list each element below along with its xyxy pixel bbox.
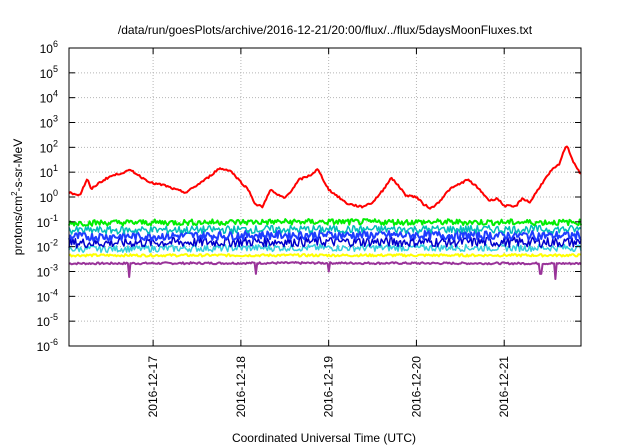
x-tick-label: 2016-12-17 xyxy=(146,356,160,418)
y-tick-label: 10-2 xyxy=(37,238,58,255)
y-axis-label: protons/cm2-s-sr-MeV xyxy=(10,139,25,255)
y-tick-label: 101 xyxy=(40,163,58,180)
y-tick-label: 106 xyxy=(40,39,58,56)
series-line xyxy=(68,224,582,235)
y-tick-label: 100 xyxy=(40,188,58,205)
series-line xyxy=(68,261,582,280)
y-tick-label: 103 xyxy=(40,114,58,131)
y-tick-label: 10-4 xyxy=(37,287,58,304)
y-axis-label-sup: 2 xyxy=(10,191,19,196)
grid xyxy=(69,48,581,346)
y-tick-label: 10-1 xyxy=(37,213,58,230)
y-axis-label-rest: -s-sr-MeV xyxy=(11,139,25,192)
series-line xyxy=(68,229,582,242)
x-tick-label: 2016-12-20 xyxy=(409,356,423,418)
y-tick-label: 10-6 xyxy=(37,337,58,354)
series-line xyxy=(68,253,582,258)
y-tick-label: 10-5 xyxy=(37,312,58,329)
y-axis: 10-6 10-5 10-4 10-3 10-2 10-1 100 101 102 103 104 1… xyxy=(37,39,581,354)
y-tick-label: 102 xyxy=(40,138,58,155)
x-tick-label: 2016-12-21 xyxy=(497,356,511,418)
y-tick-label: 104 xyxy=(40,89,58,106)
x-tick-label: 2016-12-18 xyxy=(234,356,248,418)
y-tick-label: 10-3 xyxy=(37,263,58,280)
x-tick-label: 2016-12-19 xyxy=(322,356,336,418)
series-layer xyxy=(68,145,582,280)
y-axis-label-base: protons/cm xyxy=(11,196,25,255)
y-tick-label: 105 xyxy=(40,64,58,81)
chart-title: /data/run/goesPlots/archive/2016-12-21/2… xyxy=(118,23,533,37)
x-axis-label: Coordinated Universal Time (UTC) xyxy=(232,431,416,445)
series-line xyxy=(68,218,582,227)
series-line xyxy=(68,236,582,249)
x-axis: 2016-12-17 2016-12-18 2016-12-19 2016-12-20… xyxy=(146,48,511,417)
series-line xyxy=(68,145,582,210)
